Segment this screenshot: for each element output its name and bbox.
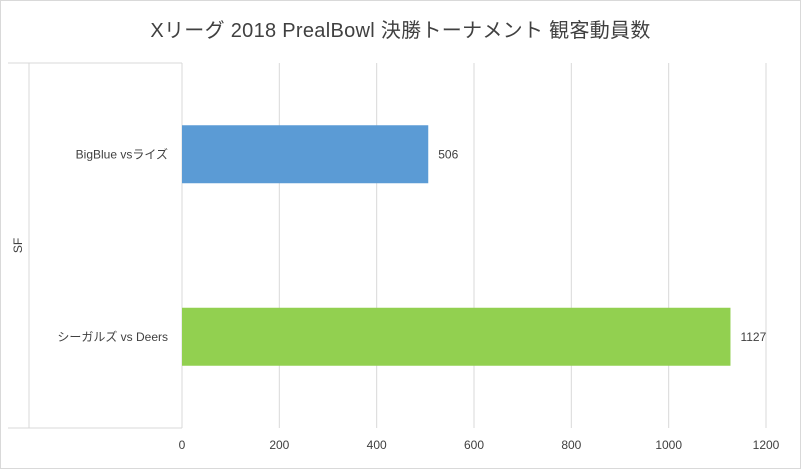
x-tick-label: 1200	[753, 438, 780, 452]
labels: 0 200 400 600 800 1000 1200 SF シーガルズ vs Deers 112…	[11, 146, 780, 452]
x-tick-label: 1000	[655, 438, 682, 452]
bar	[182, 307, 731, 366]
category-outline	[8, 62, 182, 429]
gridlines	[181, 63, 767, 428]
x-tick-label: 800	[561, 438, 581, 452]
x-tick-label: 400	[367, 438, 387, 452]
category-label: BigBlue vsライズ	[76, 146, 168, 161]
x-tick-label: 600	[464, 438, 484, 452]
x-tick-label: 0	[179, 438, 186, 452]
category-label: シーガルズ vs Deers	[57, 329, 168, 344]
x-tick-label: 200	[269, 438, 289, 452]
bar	[182, 125, 429, 184]
chart-title: Xリーグ 2018 PrealBowl 決勝トーナメント 観客動員数	[150, 20, 651, 42]
data-label: 506	[438, 147, 458, 161]
group-label: SF	[11, 238, 25, 253]
bars	[182, 125, 731, 366]
data-label: 1127	[740, 330, 766, 344]
